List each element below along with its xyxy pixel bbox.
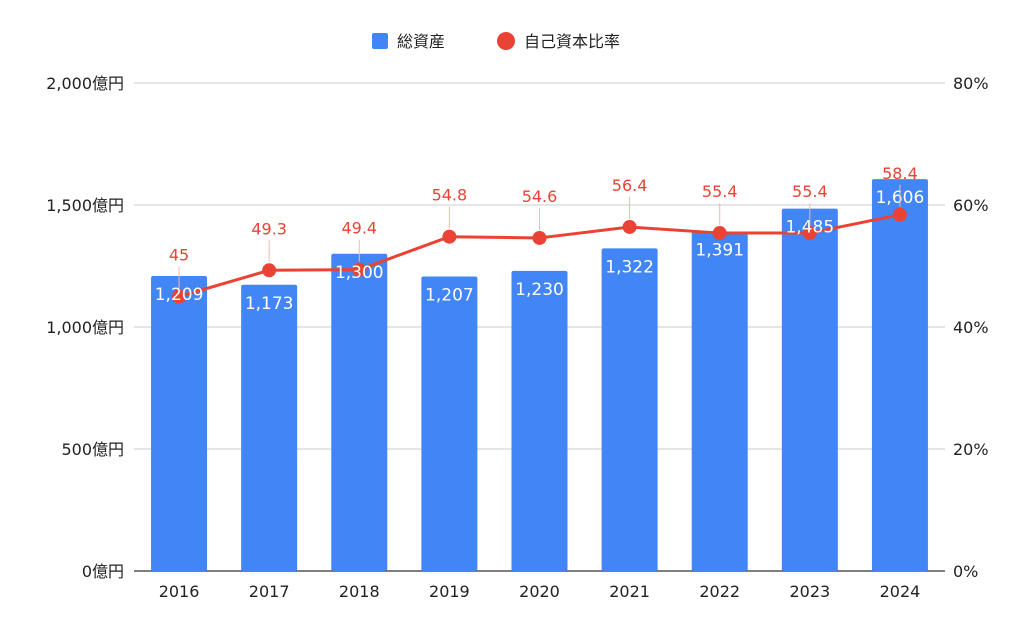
bar: [421, 276, 478, 571]
bar-data-label: 1,209: [155, 285, 204, 305]
bar-data-label: 1,391: [695, 241, 744, 261]
x-tick-label: 2017: [249, 582, 290, 601]
bar: [781, 208, 838, 571]
line-point: [172, 289, 187, 304]
line-data-label: 49.4: [341, 219, 377, 238]
right-tick-label: 0%: [953, 562, 978, 581]
line-point: [622, 219, 637, 234]
legend-label-bar: 総資産: [397, 32, 445, 51]
bar-data-label: 1,230: [515, 280, 564, 300]
bar-data-label: 1,485: [785, 218, 834, 238]
right-tick-label: 60%: [953, 196, 989, 215]
right-tick-label: 20%: [953, 440, 989, 459]
bar-data-label: 1,173: [245, 294, 294, 314]
line-labels: 45 49.3 49.4 54.8 54.6 56.4 55.4 55.4 58.4: [169, 164, 918, 289]
x-tick-label: 2018: [339, 582, 380, 601]
bar: [241, 284, 298, 571]
left-axis: 0億円 500億円 1,000億円 1,500億円 2,000億円: [46, 74, 124, 581]
line-data-label: 45: [169, 246, 189, 265]
legend-label-line: 自己資本比率: [524, 32, 620, 51]
legend-swatch-bar: [372, 33, 388, 49]
x-tick-label: 2022: [699, 582, 740, 601]
line-data-label: 58.4: [882, 164, 918, 183]
line-point: [352, 262, 367, 277]
bar-data-label: 1,207: [425, 285, 474, 305]
line-data-label: 54.6: [522, 187, 558, 206]
bar: [511, 270, 568, 571]
left-tick-label: 500億円: [61, 440, 124, 459]
line-point: [532, 230, 547, 245]
x-axis: 2016 2017 2018 2019 2020 2021 2022 2023 2024: [134, 570, 945, 601]
right-tick-label: 40%: [953, 318, 989, 337]
line-data-label: 56.4: [612, 176, 648, 195]
bar: [871, 179, 928, 572]
line-series: [172, 207, 907, 304]
right-axis: 0% 20% 40% 60% 80%: [953, 74, 989, 581]
legend-swatch-line: [497, 32, 515, 50]
line-data-label: 54.8: [432, 186, 468, 205]
line-data-label: 49.3: [251, 219, 287, 238]
line-data-label: 55.4: [792, 182, 828, 201]
bar-series: [151, 179, 928, 572]
x-tick-label: 2024: [880, 582, 921, 601]
left-tick-label: 1,500億円: [46, 196, 124, 215]
line-point: [262, 263, 277, 278]
bar-data-label: 1,300: [335, 263, 384, 283]
bar: [331, 253, 388, 572]
x-tick-label: 2023: [789, 582, 830, 601]
right-tick-label: 80%: [953, 74, 989, 93]
bar: [151, 276, 208, 571]
x-tick-label: 2016: [159, 582, 200, 601]
line-point: [802, 226, 817, 241]
line-point: [712, 226, 727, 241]
left-tick-label: 0億円: [82, 562, 124, 581]
bar: [601, 248, 658, 571]
bar-data-label: 1,322: [605, 257, 654, 277]
x-tick-label: 2019: [429, 582, 470, 601]
legend: 総資産 自己資本比率: [372, 32, 620, 51]
line-point: [892, 207, 907, 222]
left-tick-label: 1,000億円: [46, 318, 124, 337]
left-tick-label: 2,000億円: [46, 74, 124, 93]
bar: [691, 231, 748, 571]
line-data-label: 55.4: [702, 182, 738, 201]
x-tick-label: 2020: [519, 582, 560, 601]
line-point: [442, 229, 457, 244]
x-tick-label: 2021: [609, 582, 650, 601]
